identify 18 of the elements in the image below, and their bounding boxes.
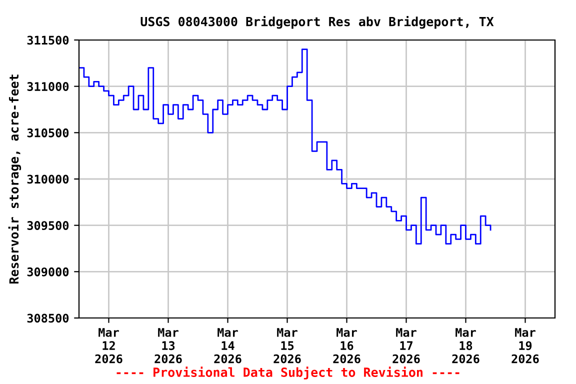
y-tick-label: 309000 (27, 267, 69, 276)
chart-title: USGS 08043000 Bridgeport Res abv Bridgeport, TX (140, 16, 494, 29)
x-tick-label: Mar 12 2026 (95, 328, 122, 364)
y-axis-title: Reservoir storage, acre-feet (8, 74, 22, 284)
x-tick-label: Mar 16 2026 (333, 328, 360, 364)
x-tick-label: Mar 18 2026 (452, 328, 480, 364)
x-tick-label: Mar 13 2026 (154, 328, 182, 364)
x-tick-label: Mar 14 2026 (214, 328, 242, 364)
x-tick-label: Mar 17 2026 (392, 328, 420, 364)
y-tick-label: 310500 (27, 128, 69, 138)
x-tick-label: Mar 15 2026 (274, 328, 301, 364)
x-tick-label: Mar 19 2026 (512, 328, 539, 364)
y-tick-label: 311000 (27, 82, 69, 91)
y-tick-label: 310000 (27, 174, 69, 184)
y-tick-label: 311500 (27, 36, 69, 45)
y-tick-label: 309500 (27, 221, 69, 230)
text: ---- Provisional Data Subject to Revision ---- (116, 366, 460, 380)
y-tick-label: 308500 (27, 314, 69, 323)
